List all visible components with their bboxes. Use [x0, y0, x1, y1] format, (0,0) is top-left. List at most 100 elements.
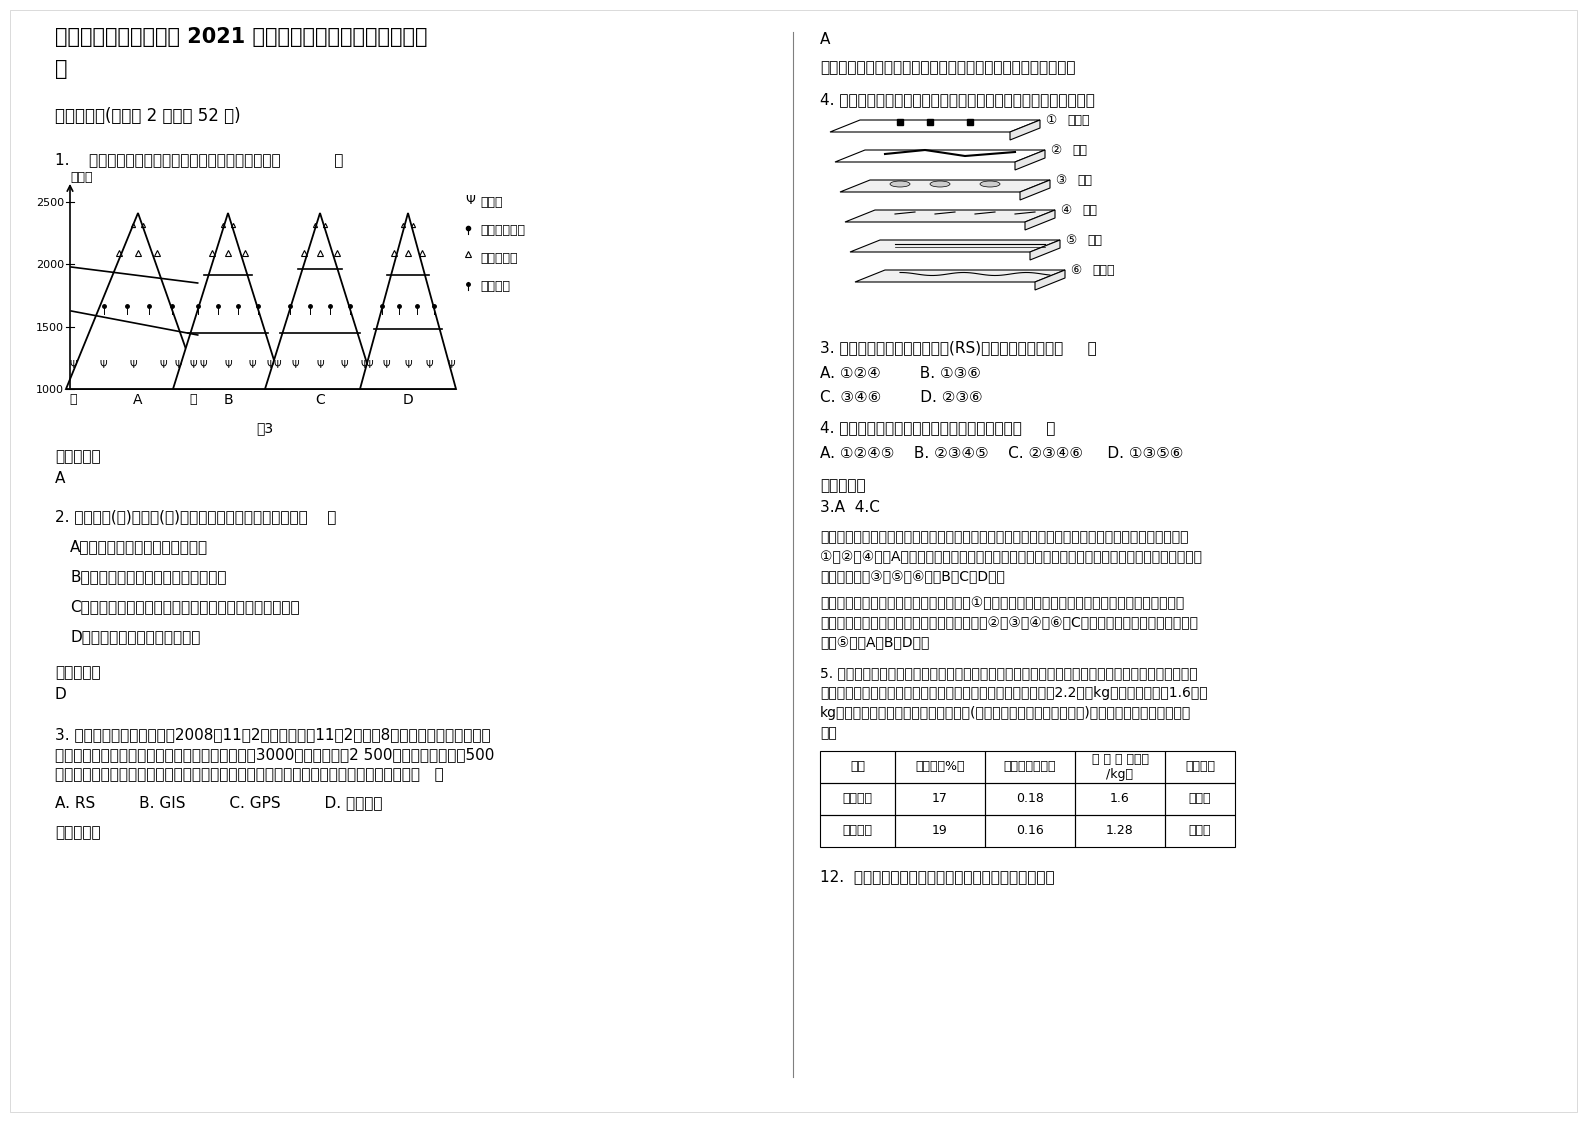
Text: 1500: 1500	[37, 322, 63, 332]
Polygon shape	[265, 213, 375, 389]
Text: 2. 当晨昏线(圈)与经线(圈)相重合时，下列叙述正确的是（    ）: 2. 当晨昏线(圈)与经线(圈)相重合时，下列叙述正确的是（ ）	[56, 509, 336, 524]
Text: 1.28: 1.28	[1106, 825, 1133, 837]
Ellipse shape	[930, 181, 951, 187]
Text: Ψ: Ψ	[316, 360, 324, 370]
Text: 参考答案：: 参考答案：	[56, 665, 100, 680]
Text: 17: 17	[932, 792, 947, 806]
Text: 遥感技术主要是拍摄遥感图像，图层中居民点分布、河流分布、地形状况适合用遥感技术拍摄图像，: 遥感技术主要是拍摄遥感图像，图层中居民点分布、河流分布、地形状况适合用遥感技术拍…	[820, 530, 1189, 544]
Text: 军紧急救援，西藏山南历史罕见暴雪灾害中被困的3000余名群众已有2 500多人被转移，另外500: 军紧急救援，西藏山南历史罕见暴雪灾害中被困的3000余名群众已有2 500多人被…	[56, 747, 495, 762]
Text: 图3: 图3	[257, 421, 273, 435]
Text: Ψ: Ψ	[425, 360, 433, 370]
Text: A. ①②④        B. ①③⑥: A. ①②④ B. ①③⑥	[820, 366, 981, 381]
Text: 参考答案：: 参考答案：	[820, 478, 865, 493]
Bar	[1074, 783, 1165, 815]
Text: 集约式: 集约式	[1189, 825, 1211, 837]
Text: Ψ: Ψ	[465, 193, 475, 206]
Text: ④: ④	[1060, 203, 1071, 217]
Text: Ψ: Ψ	[190, 360, 198, 370]
Polygon shape	[173, 213, 282, 389]
Polygon shape	[1009, 120, 1039, 140]
Text: ①、②、④对，A对。土壤可能受地表植被阻挡，岩层、地下水不能出露在地表，不适宜利用遥感技: ①、②、④对，A对。土壤可能受地表植被阻挡，岩层、地下水不能出露在地表，不适宜利…	[820, 550, 1201, 564]
Text: 1.    能正确表示阴山山地垂直自然带分布规律的是（           ）: 1. 能正确表示阴山山地垂直自然带分布规律的是（ ）	[56, 151, 343, 167]
Text: 国产大豆: 国产大豆	[843, 792, 873, 806]
Text: 3. 以下图层组合最适合用遥感(RS)技术获取信息的是（     ）: 3. 以下图层组合最适合用遥感(RS)技术获取信息的是（ ）	[820, 340, 1097, 355]
Text: A. ①②④⑤    B. ②③④⑤    C. ②③④⑥     D. ①③⑤⑥: A. ①②④⑤ B. ②③④⑤ C. ②③④⑥ D. ①③⑤⑥	[820, 447, 1184, 461]
Text: 5. 东北平原地区是我国的主要商品粮基地分布区，该基地也是我国大豆的主产区。但近年来，由于进: 5. 东北平原地区是我国的主要商品粮基地分布区，该基地也是我国大豆的主产区。但近…	[820, 666, 1198, 680]
Text: C: C	[316, 393, 325, 407]
Text: 土壤: 土壤	[1078, 174, 1092, 186]
Text: Ψ: Ψ	[405, 360, 411, 370]
Text: Ψ: Ψ	[448, 360, 455, 370]
Text: Ψ: Ψ	[175, 360, 183, 370]
Text: ⑥: ⑥	[1070, 264, 1081, 276]
Text: 1000: 1000	[37, 385, 63, 395]
Text: ①: ①	[1044, 113, 1057, 127]
Text: C. ③④⑥        D. ②③⑥: C. ③④⑥ D. ②③⑥	[820, 390, 982, 405]
Polygon shape	[1020, 180, 1051, 200]
Bar	[1165, 751, 1235, 783]
Polygon shape	[830, 120, 1039, 132]
Polygon shape	[855, 270, 1065, 282]
Text: 地下水: 地下水	[1092, 264, 1114, 276]
Text: 1.6: 1.6	[1111, 792, 1130, 806]
Bar	[895, 815, 986, 847]
Text: D: D	[403, 393, 413, 407]
Text: 生产方式: 生产方式	[1185, 761, 1216, 773]
Text: D: D	[56, 687, 67, 702]
Text: 落叶阔叶林带: 落叶阔叶林带	[479, 224, 525, 237]
Text: D．同一经线上各地地方时不同: D．同一经线上各地地方时不同	[70, 629, 200, 644]
Bar	[820, 751, 895, 783]
Text: Ψ: Ψ	[365, 360, 373, 370]
Text: 况，⑤错，A、B、D错。: 况，⑤错，A、B、D错。	[820, 636, 930, 650]
Bar	[1165, 815, 1235, 847]
Text: 居民点: 居民点	[1066, 113, 1090, 127]
Text: 粗放式: 粗放式	[1189, 792, 1211, 806]
Text: ②: ②	[1051, 144, 1062, 156]
Text: 进口大豆: 进口大豆	[843, 825, 873, 837]
Bar	[986, 783, 1074, 815]
Polygon shape	[1035, 270, 1065, 289]
Text: B: B	[224, 393, 233, 407]
Text: 南: 南	[189, 393, 197, 406]
Text: C．同一经线上各地昼夜长短变化幅度均为一年中最大值: C．同一经线上各地昼夜长短变化幅度均为一年中最大值	[70, 599, 300, 614]
Text: Ψ: Ψ	[382, 360, 390, 370]
Text: 多名受困群众已与救援人员取得联系，生命安全得到保障，雪灾监测中主要采用的技术是（   ）: 多名受困群众已与救援人员取得联系，生命安全得到保障，雪灾监测中主要采用的技术是（…	[56, 767, 444, 782]
Text: kg。以下为国产大豆与进口大豆比较表(注：运输费用以到达大连为例)。读图表资料，回答下列问: kg。以下为国产大豆与进口大豆比较表(注：运输费用以到达大连为例)。读图表资料，…	[820, 706, 1192, 720]
Text: Ψ: Ψ	[160, 360, 168, 370]
Text: 产地: 产地	[851, 761, 865, 773]
Text: 北: 北	[68, 393, 76, 406]
Text: 题。: 题。	[820, 726, 836, 741]
Text: A: A	[133, 393, 143, 407]
Text: Ψ: Ψ	[249, 360, 257, 370]
Text: 高山灌丛带: 高山灌丛带	[479, 252, 517, 265]
Text: 地形: 地形	[1082, 203, 1097, 217]
Bar	[820, 815, 895, 847]
Text: 针叶林带: 针叶林带	[479, 280, 509, 293]
Bar	[895, 783, 986, 815]
Text: 2000: 2000	[37, 260, 63, 270]
Text: 19: 19	[932, 825, 947, 837]
Text: B．同一经线上各地看日出的时间相同: B．同一经线上各地看日出的时间相同	[70, 569, 227, 583]
Text: 4. 下图为某地区地理信息系统数据库示意图。读图回答下面两题。: 4. 下图为某地区地理信息系统数据库示意图。读图回答下面两题。	[820, 92, 1095, 107]
Text: 江西省上饶市龙山中学 2021 年高二地理下学期期末试题含解: 江西省上饶市龙山中学 2021 年高二地理下学期期末试题含解	[56, 27, 427, 47]
Text: （米）: （米）	[70, 171, 92, 184]
Text: 含油量（%）: 含油量（%）	[916, 761, 965, 773]
Bar	[986, 815, 1074, 847]
Text: ⑤: ⑤	[1065, 233, 1076, 247]
Text: Ψ: Ψ	[130, 360, 138, 370]
Ellipse shape	[890, 181, 909, 187]
Bar	[1165, 783, 1235, 815]
Text: 岩层: 岩层	[1087, 233, 1101, 247]
Text: Ψ: Ψ	[292, 360, 298, 370]
Text: 源包括河水、地下水，可以利用的图层组合是②、③、④、⑥，C对。农业生产不需要岩层分布情: 源包括河水、地下水，可以利用的图层组合是②、③、④、⑥，C对。农业生产不需要岩层…	[820, 616, 1198, 629]
Bar	[895, 751, 986, 783]
Text: 2500: 2500	[37, 197, 63, 208]
Text: A．同一经线上各地太阳高度相同: A．同一经线上各地太阳高度相同	[70, 539, 208, 554]
Text: Ψ: Ψ	[267, 360, 275, 370]
Bar	[986, 751, 1074, 783]
Polygon shape	[1025, 210, 1055, 230]
Text: ③: ③	[1055, 174, 1066, 186]
Text: 试题分析：遥感具有实时监测功能，可以随时了解雪灾的状况。: 试题分析：遥感具有实时监测功能，可以随时了解雪灾的状况。	[820, 59, 1076, 75]
Text: Ψ: Ψ	[224, 360, 232, 370]
Polygon shape	[67, 213, 200, 389]
